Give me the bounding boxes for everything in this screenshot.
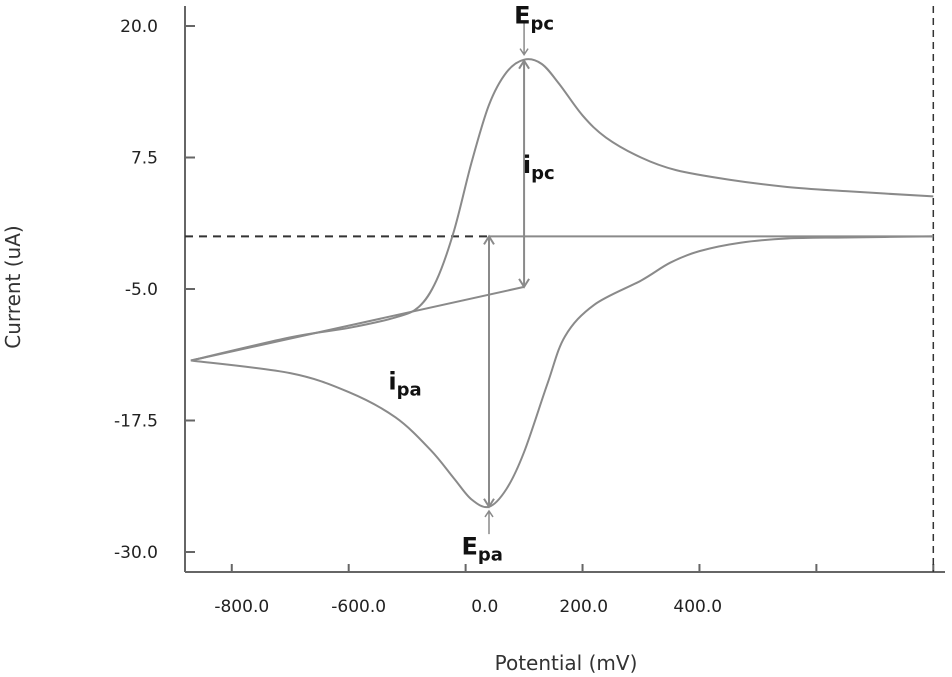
y-tick-label: -5.0 — [125, 280, 158, 300]
epc-marker-arrow — [519, 21, 529, 56]
x-tick-label: 0.0 — [471, 597, 498, 617]
arrow-head — [483, 234, 495, 245]
arrow-head — [518, 58, 530, 70]
y-tick-label: -30.0 — [114, 543, 158, 563]
epa-label: Epa — [461, 533, 502, 566]
ipc-label: ipc — [523, 151, 555, 184]
ipa-label-sub: pa — [397, 380, 422, 401]
epa-marker-arrow — [484, 509, 494, 535]
epc-label-sub: pc — [530, 13, 554, 34]
chart-ticks: -800.0 -600.0 0.0 200.0 400.0 20.0 7.5 -5.0 -17.… — [114, 17, 935, 617]
ipa-label: ipa — [388, 368, 421, 401]
epa-label-sub: pa — [478, 545, 503, 566]
epc-label: Epc — [514, 1, 554, 34]
y-tick-label: 7.5 — [131, 149, 158, 169]
series-line — [190, 58, 934, 362]
series-line — [190, 235, 934, 509]
x-tick-label: 400.0 — [673, 597, 722, 617]
y-axis-label: Current (uA) — [1, 225, 25, 348]
arrow-head — [518, 278, 530, 289]
ipc-label-sub: pc — [531, 163, 555, 184]
arrow-head — [483, 498, 495, 509]
chart-curves — [185, 6, 935, 572]
x-axis-label: Potential (mV) — [495, 651, 638, 675]
epc-label-main: E — [514, 1, 530, 29]
y-tick-label: 20.0 — [120, 17, 158, 37]
ipa-label-main: i — [388, 368, 396, 396]
ipc-label-main: i — [523, 151, 531, 179]
epa-label-main: E — [461, 533, 477, 561]
y-tick-label: -17.5 — [114, 412, 158, 432]
x-tick-label: 200.0 — [559, 597, 608, 617]
x-tick-label: -800.0 — [214, 597, 269, 617]
x-tick-label: -600.0 — [331, 597, 386, 617]
